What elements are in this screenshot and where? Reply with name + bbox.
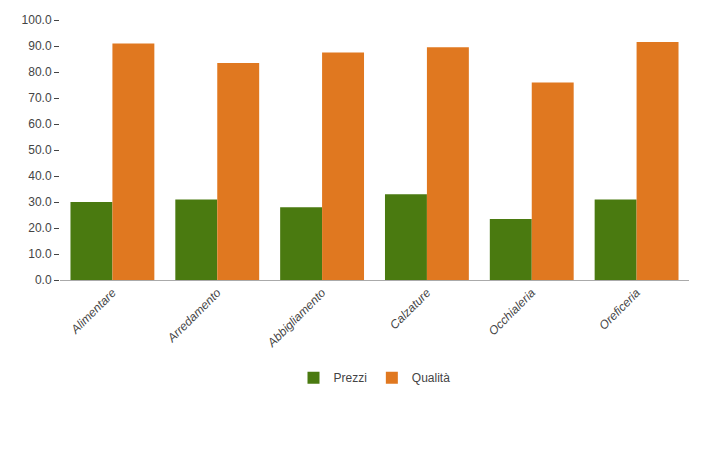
svg-text:20.0: 20.0 bbox=[28, 221, 52, 235]
svg-text:30.0: 30.0 bbox=[28, 195, 52, 209]
svg-text:Qualità: Qualità bbox=[412, 371, 450, 385]
svg-text:Alimentare: Alimentare bbox=[68, 286, 119, 337]
svg-text:80.0: 80.0 bbox=[28, 65, 52, 79]
svg-text:Oreficeria: Oreficeria bbox=[596, 286, 643, 333]
svg-text:60.0: 60.0 bbox=[28, 117, 52, 131]
svg-text:90.0: 90.0 bbox=[28, 39, 52, 53]
svg-text:Abbigliamento: Abbigliamento bbox=[264, 286, 329, 351]
svg-text:50.0: 50.0 bbox=[28, 143, 52, 157]
svg-text:0.0: 0.0 bbox=[35, 273, 52, 287]
svg-text:Calzature: Calzature bbox=[387, 286, 433, 332]
svg-text:10.0: 10.0 bbox=[28, 247, 52, 261]
svg-text:Occhialeria: Occhialeria bbox=[486, 286, 539, 339]
svg-text:70.0: 70.0 bbox=[28, 91, 52, 105]
svg-text:Arredamento: Arredamento bbox=[164, 286, 224, 346]
svg-text:Prezzi: Prezzi bbox=[334, 371, 367, 385]
svg-text:40.0: 40.0 bbox=[28, 169, 52, 183]
svg-text:100.0: 100.0 bbox=[22, 13, 52, 27]
